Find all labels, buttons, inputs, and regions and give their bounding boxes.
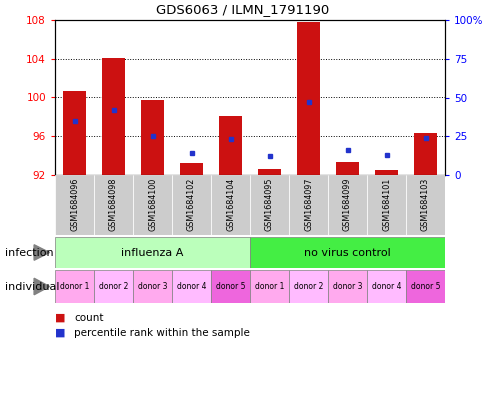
Text: GSM1684098: GSM1684098: [109, 178, 118, 231]
Bar: [288, 270, 327, 303]
Bar: [249, 237, 444, 268]
Bar: [366, 270, 405, 303]
Text: donor 2: donor 2: [293, 282, 322, 291]
Bar: [413, 133, 436, 175]
Bar: [288, 175, 327, 235]
Bar: [405, 270, 444, 303]
Polygon shape: [34, 278, 49, 295]
Text: donor 4: donor 4: [371, 282, 400, 291]
Text: donor 1: donor 1: [60, 282, 89, 291]
Text: donor 1: donor 1: [254, 282, 284, 291]
Text: ■: ■: [55, 313, 65, 323]
Bar: [172, 270, 211, 303]
Text: ■: ■: [55, 328, 65, 338]
Bar: [180, 163, 203, 175]
Bar: [94, 175, 133, 235]
Bar: [102, 58, 125, 175]
Bar: [55, 237, 249, 268]
Text: influenza A: influenza A: [121, 248, 183, 257]
Text: GSM1684103: GSM1684103: [420, 178, 429, 231]
Bar: [249, 270, 288, 303]
Bar: [94, 270, 133, 303]
Text: donor 3: donor 3: [332, 282, 362, 291]
Bar: [133, 270, 172, 303]
Text: GSM1684099: GSM1684099: [342, 178, 351, 231]
Text: GSM1684101: GSM1684101: [381, 178, 390, 231]
Bar: [140, 100, 164, 175]
Bar: [249, 175, 288, 235]
Bar: [405, 175, 444, 235]
Polygon shape: [34, 245, 49, 260]
Text: GSM1684097: GSM1684097: [303, 178, 312, 231]
Bar: [62, 91, 86, 175]
Bar: [366, 175, 405, 235]
Text: GSM1684102: GSM1684102: [187, 178, 196, 231]
Bar: [172, 175, 211, 235]
Bar: [55, 175, 94, 235]
Bar: [133, 175, 172, 235]
Text: GSM1684096: GSM1684096: [70, 178, 79, 231]
Bar: [327, 270, 366, 303]
Text: donor 2: donor 2: [99, 282, 128, 291]
Text: GSM1684100: GSM1684100: [148, 178, 157, 231]
Text: donor 5: donor 5: [410, 282, 439, 291]
Bar: [335, 162, 359, 175]
Text: infection: infection: [5, 248, 54, 257]
Text: donor 3: donor 3: [137, 282, 167, 291]
Text: percentile rank within the sample: percentile rank within the sample: [74, 328, 250, 338]
Bar: [327, 175, 366, 235]
Text: individual: individual: [5, 281, 60, 292]
Text: donor 5: donor 5: [215, 282, 245, 291]
Bar: [218, 116, 242, 175]
Text: GSM1684095: GSM1684095: [264, 178, 273, 231]
Text: donor 4: donor 4: [176, 282, 206, 291]
Bar: [257, 169, 281, 175]
Bar: [374, 170, 397, 175]
Bar: [296, 22, 319, 175]
Text: count: count: [74, 313, 104, 323]
Bar: [211, 175, 249, 235]
Text: no virus control: no virus control: [303, 248, 390, 257]
Text: GSM1684104: GSM1684104: [226, 178, 235, 231]
Bar: [211, 270, 249, 303]
Text: GDS6063 / ILMN_1791190: GDS6063 / ILMN_1791190: [155, 4, 329, 17]
Bar: [55, 270, 94, 303]
